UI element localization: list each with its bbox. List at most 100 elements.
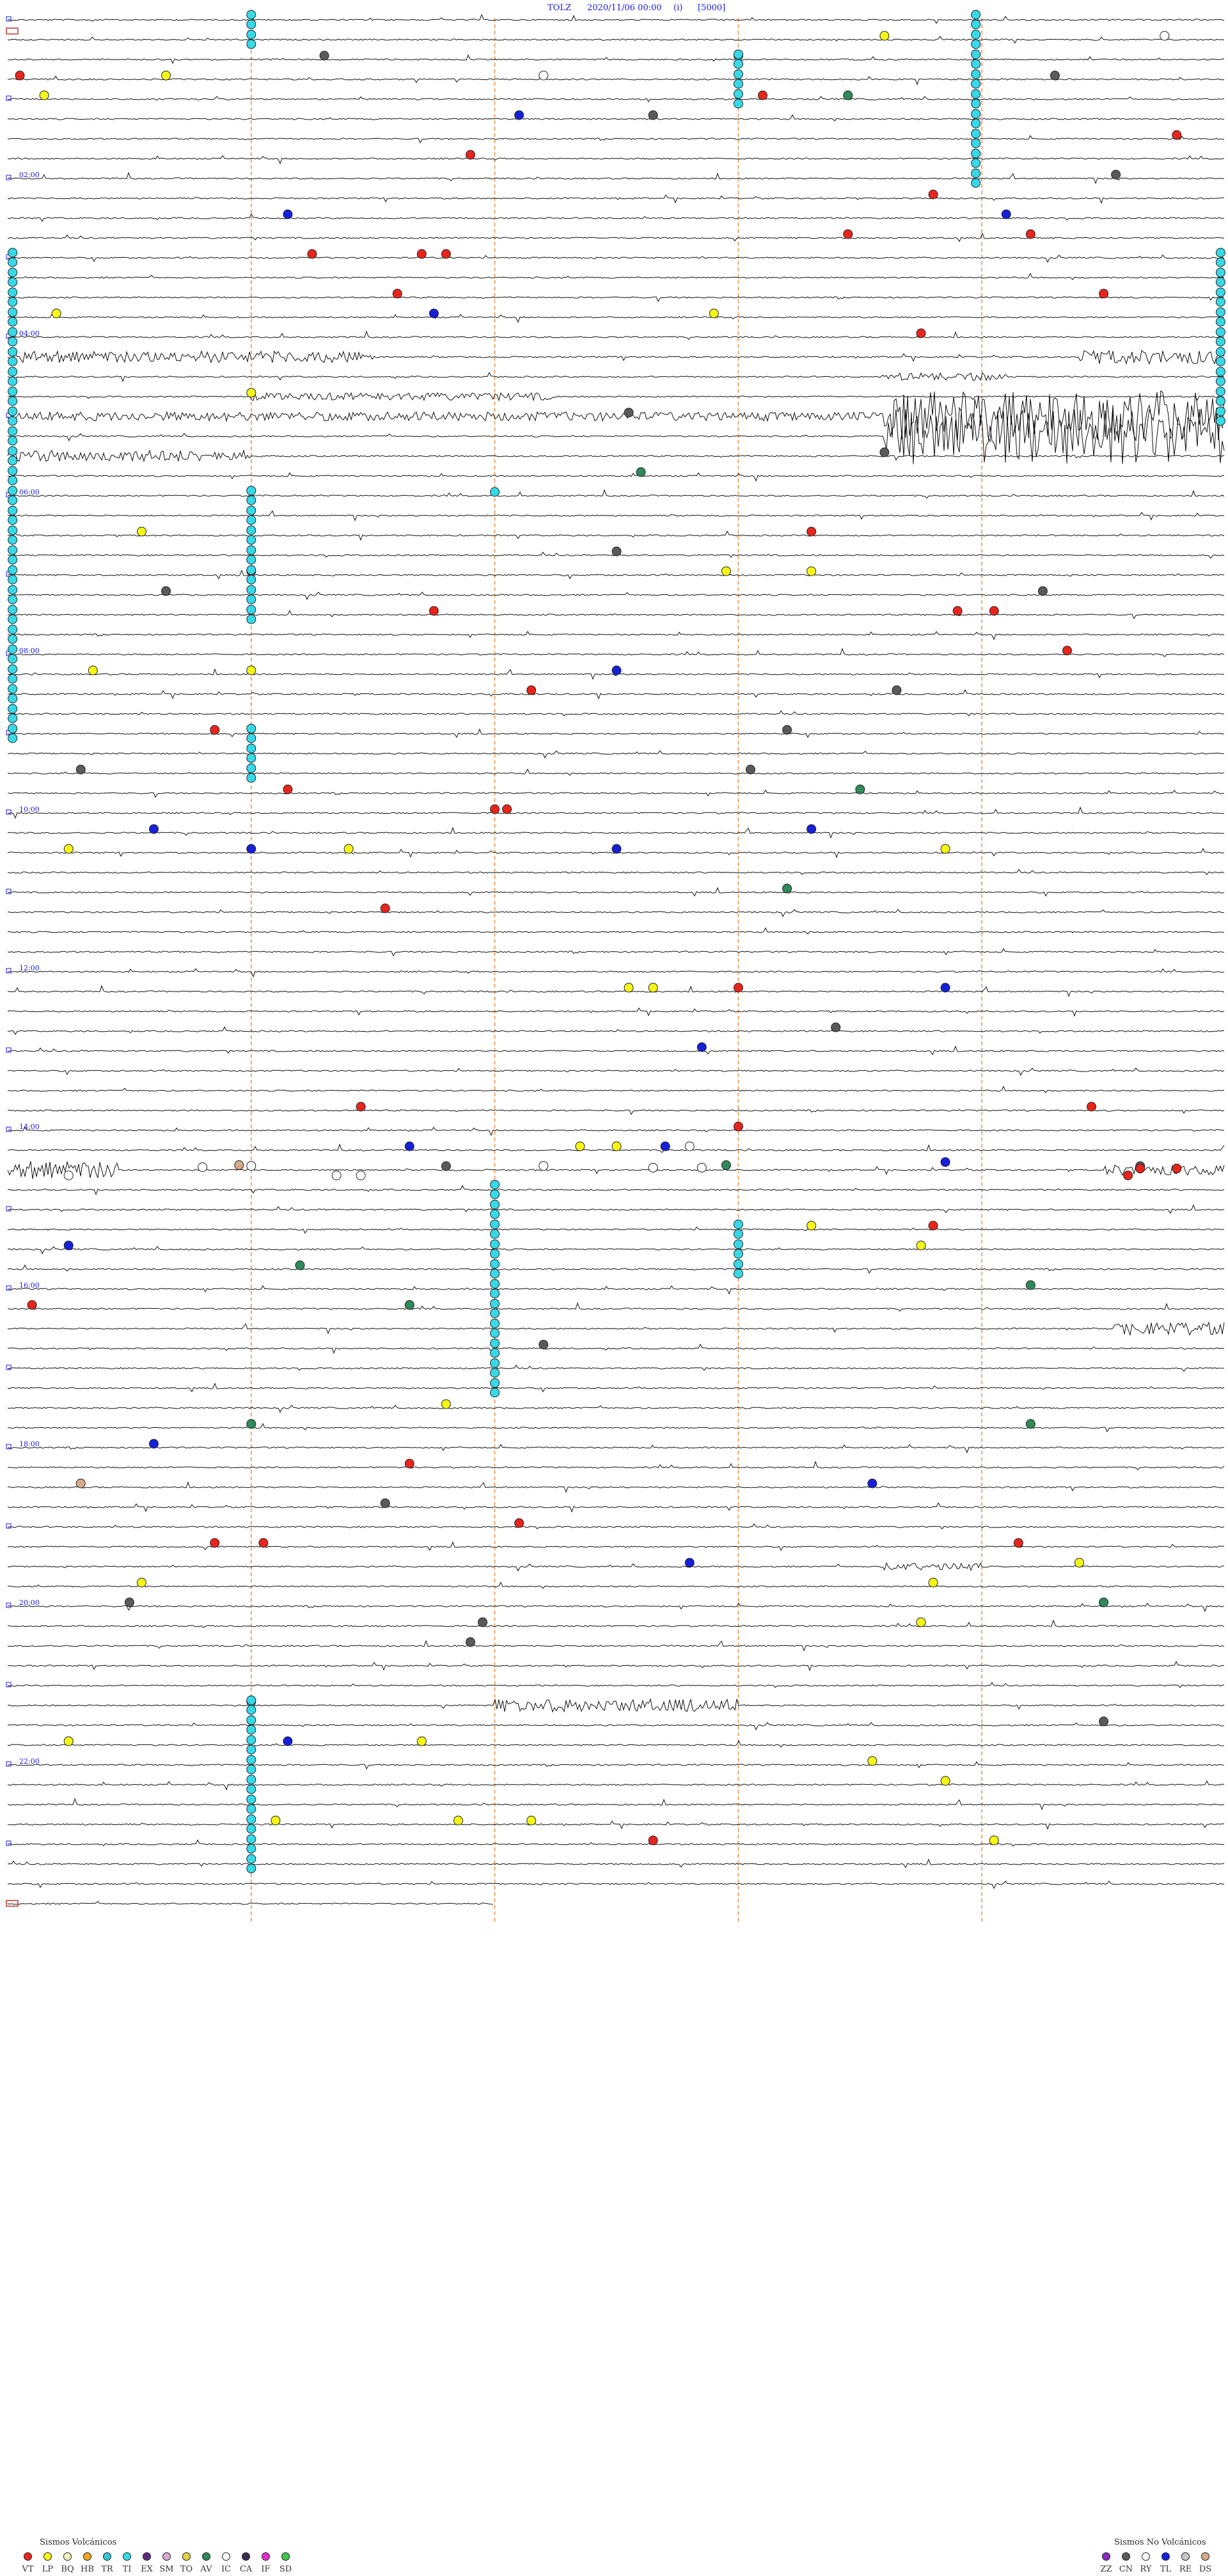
event-marker-ti xyxy=(733,1259,743,1269)
trace-row xyxy=(7,510,1225,521)
event-marker-vt xyxy=(392,288,402,299)
trace-row xyxy=(7,1204,1225,1214)
event-marker-ti xyxy=(8,555,18,565)
hour-label: 20:00 xyxy=(19,1599,40,1607)
trace-row xyxy=(7,1523,1225,1529)
legend-dot-tl xyxy=(1161,2552,1170,2561)
event-marker-ti xyxy=(971,69,981,79)
event-marker-lp xyxy=(709,308,719,319)
event-marker-cn xyxy=(745,764,755,775)
event-marker-vt xyxy=(1087,1102,1097,1112)
legend-code-ic: IC xyxy=(221,2564,232,2574)
event-marker-vt xyxy=(989,606,999,616)
event-marker-lp xyxy=(63,844,74,854)
event-marker-ti xyxy=(8,396,18,406)
trace-row xyxy=(7,1086,1225,1093)
event-marker-ti xyxy=(733,99,743,109)
trace-row xyxy=(7,1761,1225,1770)
legend-nonvolcanic: ZZ CN RY TL RE DS xyxy=(1096,2552,1215,2574)
trace-row xyxy=(7,1481,1225,1493)
event-marker-ti xyxy=(8,475,18,486)
trace-row xyxy=(7,95,1225,102)
event-marker-vt xyxy=(307,249,317,259)
event-marker-ti xyxy=(246,29,256,40)
event-marker-ti xyxy=(246,1804,256,1814)
event-marker-ti xyxy=(246,1774,256,1785)
event-marker-ti xyxy=(246,1794,256,1805)
event-marker-ti xyxy=(490,1180,500,1190)
event-marker-ti xyxy=(490,1279,500,1289)
legend-dot-ex xyxy=(143,2552,151,2561)
event-marker-ic xyxy=(246,1161,256,1171)
trace-row xyxy=(7,826,1225,839)
event-marker-av xyxy=(782,883,792,894)
event-marker-ti xyxy=(733,89,743,99)
event-marker-ti xyxy=(246,1715,256,1725)
event-marker-ti xyxy=(490,1199,500,1210)
trace-row xyxy=(7,710,1225,716)
legend-item-bq: BQ xyxy=(58,2552,77,2574)
event-marker-cn xyxy=(478,1617,488,1627)
hour-label: 06:00 xyxy=(19,488,40,496)
event-marker-vt xyxy=(210,1538,220,1548)
trace-row xyxy=(7,668,1225,680)
hour-guides xyxy=(251,18,982,1924)
event-marker-tl xyxy=(429,308,439,319)
legend-code-ry: RY xyxy=(1140,2564,1152,2574)
trace-row xyxy=(7,273,1225,280)
event-marker-vt xyxy=(843,229,853,239)
legend-dot-ic xyxy=(222,2552,230,2561)
event-marker-tl xyxy=(283,1736,293,1746)
event-marker-ti xyxy=(246,604,256,615)
event-marker-cn xyxy=(380,1498,390,1508)
event-marker-ti xyxy=(246,495,256,505)
legend-dot-tr xyxy=(103,2552,111,2561)
event-marker-ti xyxy=(8,654,18,664)
trace-row xyxy=(7,1264,1225,1274)
event-marker-lp xyxy=(416,1736,427,1746)
trace-row xyxy=(7,75,1225,86)
trace-row xyxy=(7,1839,1225,1847)
trace-row xyxy=(7,1026,1225,1035)
event-marker-vt xyxy=(648,1835,658,1845)
trace-row xyxy=(7,1226,1225,1234)
trace-row xyxy=(8,789,1225,798)
event-marker-ti xyxy=(8,267,18,278)
event-marker-vt xyxy=(283,784,293,794)
legend-dot-lp xyxy=(43,2552,52,2561)
event-marker-lp xyxy=(246,665,256,676)
row-tick xyxy=(6,1364,12,1370)
legend-item-zz: ZZ xyxy=(1096,2552,1116,2574)
trace-row xyxy=(7,254,1225,263)
legend-item-sd: SD xyxy=(276,2552,295,2574)
hour-label: 14:00 xyxy=(19,1123,40,1131)
hour-label: 16:00 xyxy=(19,1281,40,1290)
event-marker-ti xyxy=(8,367,18,377)
event-marker-lp xyxy=(611,1141,622,1151)
event-marker-av xyxy=(1025,1280,1035,1290)
event-marker-vt xyxy=(210,725,220,735)
event-marker-ti xyxy=(971,29,981,40)
row-tick xyxy=(6,1126,12,1132)
trace-row xyxy=(7,1619,1225,1629)
trace-row xyxy=(7,1900,494,1905)
legend-code-tl: TL xyxy=(1160,2564,1172,2574)
trace-row xyxy=(7,135,1225,144)
legend-item-tl: TL xyxy=(1156,2552,1176,2574)
event-marker-ti xyxy=(8,317,18,327)
event-marker-ti xyxy=(490,1358,500,1368)
event-marker-ti xyxy=(971,118,981,129)
event-marker-ti xyxy=(490,1288,500,1299)
event-marker-cn xyxy=(611,546,622,557)
trace-row xyxy=(7,1682,1225,1688)
hour-label: 12:00 xyxy=(19,964,40,972)
trace-row xyxy=(7,1126,1225,1137)
event-marker-ti xyxy=(246,1844,256,1854)
trace-row xyxy=(7,194,1225,204)
trace-row xyxy=(7,313,1225,324)
event-marker-ic xyxy=(684,1141,695,1151)
event-marker-ti xyxy=(8,565,18,575)
event-marker-vt xyxy=(380,903,390,913)
event-marker-cn xyxy=(124,1597,134,1608)
legend-code-av: AV xyxy=(200,2564,212,2574)
